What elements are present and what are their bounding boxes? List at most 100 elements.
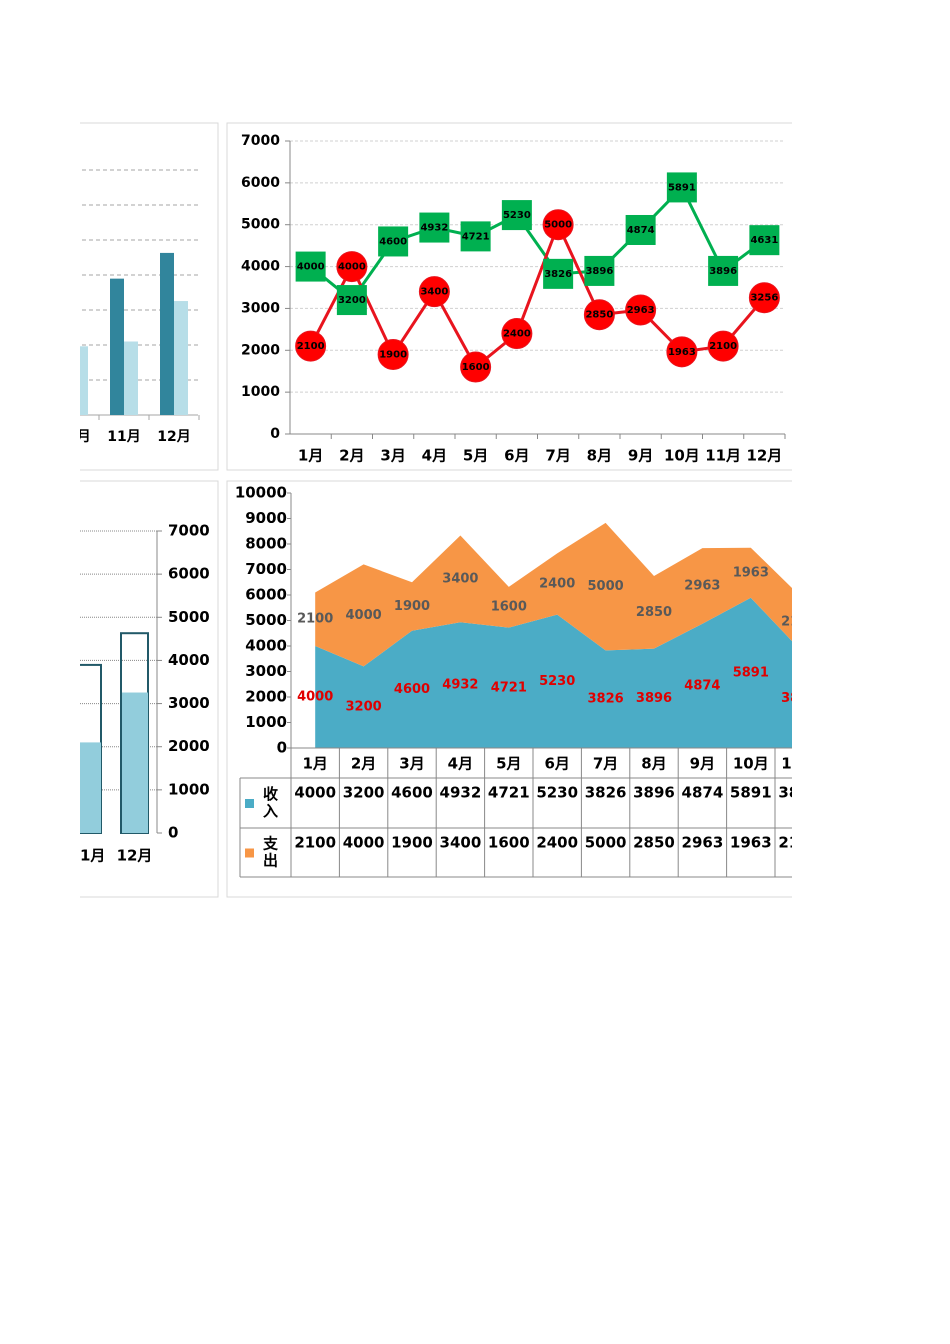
data-label: 3826 (588, 692, 624, 707)
y-tick-label: 6000 (0, 197, 30, 213)
data-label: 1963 (668, 347, 696, 358)
data-label: 3896 (636, 691, 672, 706)
table-cell: 1900 (391, 834, 433, 852)
marker (460, 351, 492, 383)
y-tick-label: 3000 (245, 662, 287, 680)
x-tick-label: 6月 (504, 447, 529, 465)
sheet: 1000 2000 3000 4000 5000 6000 7000 10月 11月 12月 0 10… (0, 122, 866, 898)
marker (377, 338, 409, 370)
marker (748, 282, 780, 314)
y-tick-label: 7000 (241, 133, 280, 149)
x-tick-label: 2月 (339, 447, 364, 465)
x-tick-label: 12月 (157, 429, 190, 445)
data-label: 2850 (585, 310, 613, 321)
table-cell: 3826 (585, 784, 627, 802)
table-cell: 3400 (440, 834, 482, 852)
data-label: 3896 (781, 691, 817, 706)
table-cell: 3896 (633, 784, 675, 802)
data-label: 3400 (442, 571, 478, 586)
marker (460, 221, 491, 252)
y-tick-label: 8000 (245, 535, 287, 553)
table-cell: 2963 (682, 834, 724, 852)
y-tick-label: 6000 (245, 586, 287, 604)
marker (378, 226, 409, 257)
legend-key (245, 799, 254, 808)
x-tick-label: 12月 (830, 755, 866, 773)
y-tick-label: 0 (270, 426, 280, 442)
x-tick-label: 10月 (733, 755, 769, 773)
y-tick-label: 1000 (245, 713, 287, 731)
y-tick-label: 7000 (168, 522, 210, 540)
table-cell: 4000 (343, 834, 385, 852)
table-cell: 5891 (730, 784, 772, 802)
marker (749, 225, 780, 256)
table-cell: 4874 (682, 784, 724, 802)
legend-key (245, 848, 254, 858)
data-label: 3256 (830, 581, 866, 596)
x-tick-label: 8月 (587, 447, 612, 465)
data-label: 4932 (420, 223, 448, 234)
data-label: 4000 (297, 690, 333, 705)
y-tick-label: 4000 (241, 259, 280, 275)
marker (501, 200, 532, 231)
data-label: 1963 (733, 565, 769, 580)
table-cell: 1600 (488, 834, 530, 852)
x-tick-label: 5月 (496, 755, 521, 773)
y-tick-label: 6000 (168, 565, 210, 583)
data-label: 5891 (733, 665, 769, 680)
y-tick-label: 9000 (245, 509, 287, 527)
data-label: 3200 (338, 295, 366, 306)
data-label: 4600 (394, 682, 430, 697)
y-tick-label: 5000 (245, 611, 287, 629)
x-tick-label: 4月 (422, 447, 447, 465)
marker (295, 330, 327, 362)
data-label: 4000 (346, 608, 382, 623)
table-cell: 4721 (488, 784, 530, 802)
table-cell: 5230 (536, 784, 578, 802)
data-label: 4932 (442, 678, 478, 693)
data-label: 4600 (379, 236, 407, 247)
x-tick-label: 11月 (107, 429, 140, 445)
y-tick-label: 4000 (245, 637, 287, 655)
data-label: 4874 (627, 225, 655, 236)
y-tick-label: 5000 (168, 608, 210, 626)
panel (226, 122, 792, 471)
y-tick-label: 0 (168, 824, 178, 842)
data-label: 5230 (539, 674, 575, 689)
y-tick-label: 4000 (0, 267, 30, 283)
table-cell: 2100 (778, 834, 820, 852)
legend-label: 支出 (261, 835, 279, 870)
data-label: 3256 (750, 293, 778, 304)
y-tick-label: 7000 (0, 162, 30, 178)
data-label: 3896 (709, 266, 737, 277)
x-tick-label: 10月 (57, 429, 90, 445)
y-tick-label: 5000 (0, 232, 30, 248)
data-label: 2963 (627, 305, 655, 316)
marker (336, 251, 368, 283)
x-tick-label: 11月 (781, 755, 817, 773)
marker (295, 251, 326, 282)
table-cell: 3200 (343, 784, 385, 802)
data-label: 4631 (750, 235, 778, 246)
marker (666, 336, 698, 368)
data-label: 2100 (297, 341, 325, 352)
data-label: 5000 (588, 579, 624, 594)
x-tick-label: 9月 (690, 755, 715, 773)
marker (336, 285, 367, 316)
marker (501, 318, 533, 350)
y-tick-label: 6000 (241, 175, 280, 191)
x-tick-label: 1月 (298, 447, 323, 465)
x-tick-label: 3月 (399, 755, 424, 773)
x-tick-label: 4月 (448, 755, 473, 773)
data-label: 1600 (462, 362, 490, 373)
panel (80, 122, 219, 471)
x-tick-label: 1月 (302, 755, 327, 773)
data-label: 2100 (709, 341, 737, 352)
data-label: 2963 (684, 578, 720, 593)
x-tick-label: 3月 (380, 447, 405, 465)
data-label: 2100 (297, 612, 333, 627)
marker (542, 209, 574, 241)
legend-label: 收入 (261, 785, 279, 820)
data-label: 1900 (394, 599, 430, 614)
